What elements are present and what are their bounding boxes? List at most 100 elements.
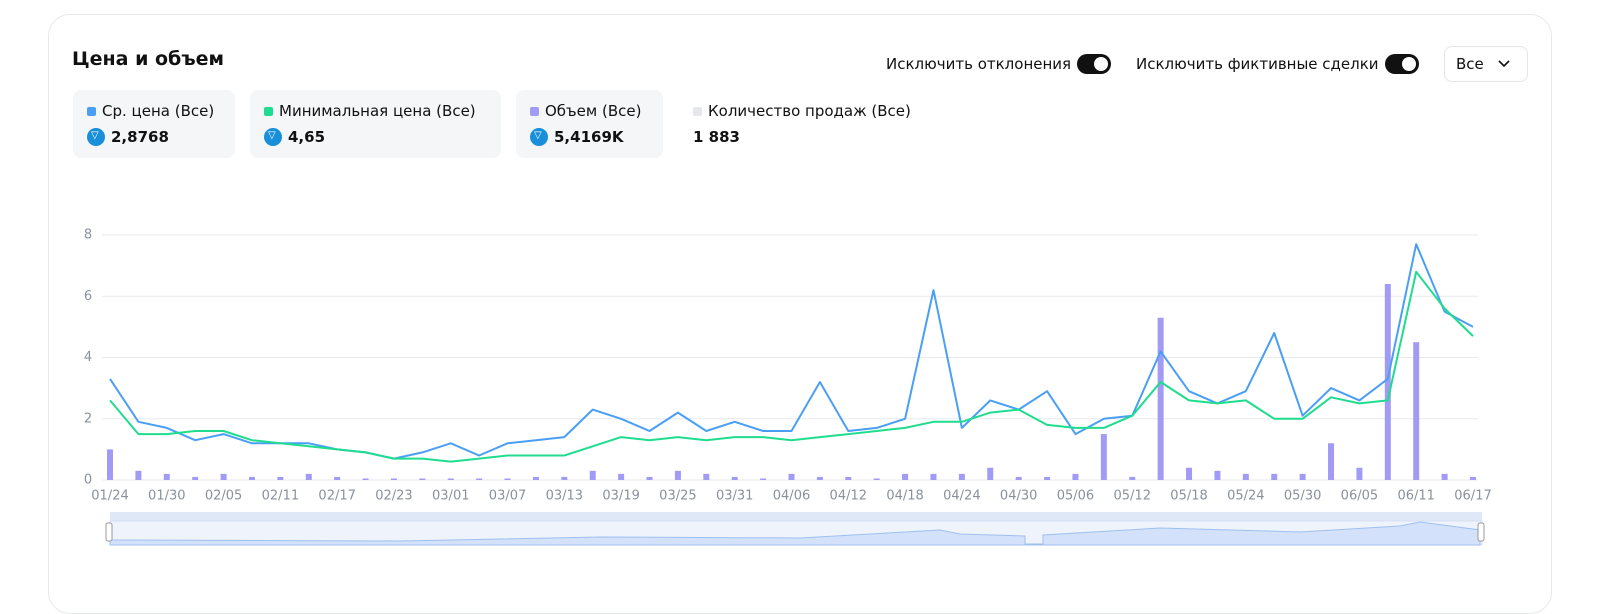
coin-icon: [530, 128, 548, 146]
x-tick-label: 06/17: [1454, 489, 1491, 504]
volume-bar: [1044, 476, 1051, 480]
summary-value: 2,8768: [111, 128, 169, 146]
summary-value: 5,4169K: [554, 128, 624, 146]
volume-bar: [305, 473, 312, 480]
volume-bar: [788, 473, 795, 480]
x-tick-label: 02/05: [205, 489, 242, 504]
x-tick-label: 06/11: [1397, 489, 1434, 504]
volume-bar: [390, 478, 397, 480]
dropdown-value: Все: [1456, 55, 1484, 73]
page: {"header":{"title":"Цена и объем"}, "con…: [0, 0, 1597, 593]
volume-bar: [476, 478, 483, 480]
x-tick-label: 04/24: [943, 489, 980, 504]
legend-swatch: [264, 106, 273, 116]
volume-bar: [760, 478, 767, 480]
x-tick-label: 05/30: [1284, 489, 1321, 504]
volume-bar: [1441, 473, 1448, 480]
switch[interactable]: [1384, 54, 1419, 74]
navigator-handle[interactable]: [105, 522, 113, 542]
x-tick-label: 03/07: [489, 489, 526, 504]
toggle-label: Исключить фиктивные сделки: [1136, 55, 1379, 73]
volume-bar: [646, 476, 653, 480]
y-tick-label: 4: [84, 350, 92, 365]
volume-bar: [1072, 473, 1079, 480]
volume-bar: [1015, 476, 1022, 480]
volume-bar: [1186, 467, 1193, 480]
price-line: [109, 243, 1474, 460]
x-tick-label: 04/30: [1000, 489, 1037, 504]
dropdown[interactable]: Все: [1444, 46, 1528, 82]
legend-swatch: [530, 106, 539, 116]
volume-bar: [447, 478, 454, 480]
summary-value: 1 883: [693, 128, 740, 146]
coin-icon: [87, 128, 105, 146]
volume-bar: [248, 476, 255, 480]
x-tick-label: 03/13: [546, 489, 583, 504]
legend-label: Количество продаж (Все): [708, 102, 911, 120]
volume-bar: [163, 473, 170, 480]
title: Цена и объем: [72, 48, 225, 70]
volume-bar: [731, 476, 738, 480]
x-tick-label: 01/30: [148, 489, 185, 504]
volume-bar: [334, 476, 341, 480]
summary-chip: Количество продаж (Все) 1 883: [679, 90, 929, 158]
legend-label: Объем (Все): [545, 102, 642, 120]
y-tick-label: 6: [84, 289, 92, 304]
x-tick-label: 04/06: [773, 489, 810, 504]
volume-bar: [1413, 342, 1420, 480]
volume-bar: [504, 478, 511, 480]
summary-chip: Минимальная цена (Все) 4,65: [250, 90, 501, 158]
volume-bar: [1242, 473, 1249, 480]
volume-bar: [816, 476, 823, 480]
x-tick-label: 02/17: [318, 489, 355, 504]
volume-bar: [419, 478, 426, 480]
y-tick-label: 2: [84, 411, 92, 426]
volume-bar: [958, 473, 965, 480]
x-tick-label: 05/24: [1227, 489, 1264, 504]
x-tick-label: 03/01: [432, 489, 469, 504]
x-tick-label: 02/23: [375, 489, 412, 504]
volume-bar: [845, 476, 852, 480]
legend-label: Ср. цена (Все): [102, 102, 215, 120]
toggle-label: Исключить отклонения: [886, 55, 1072, 73]
x-tick-label: 04/18: [886, 489, 923, 504]
x-tick-label: 01/24: [91, 489, 128, 504]
volume-bar: [618, 473, 625, 480]
volume-bar: [987, 467, 994, 480]
legend-swatch: [693, 106, 702, 116]
volume-bar: [1384, 284, 1391, 480]
volume-bar: [1299, 473, 1306, 480]
x-tick-label: 03/25: [659, 489, 696, 504]
x-tick-label: 05/18: [1170, 489, 1207, 504]
volume-bar: [362, 478, 369, 480]
volume-bar: [589, 470, 596, 480]
volume-bar: [192, 476, 199, 480]
legend-swatch: [87, 106, 96, 116]
volume-bar: [1470, 476, 1476, 480]
volume-bar: [1129, 476, 1136, 480]
x-tick-label: 04/12: [830, 489, 867, 504]
volume-bar: [873, 478, 880, 480]
x-tick-label: 03/19: [602, 489, 639, 504]
volume-bar: [703, 473, 710, 480]
x-tick-label: 03/31: [716, 489, 753, 504]
volume-bar: [902, 473, 909, 480]
navigator-handle[interactable]: [1477, 522, 1485, 542]
switch[interactable]: [1077, 54, 1112, 74]
volume-bar: [1271, 473, 1278, 480]
toggle[interactable]: Исключить отклонения: [886, 54, 1112, 74]
volume-bar: [220, 473, 227, 480]
price-line: [109, 270, 1474, 463]
toggle[interactable]: Исключить фиктивные сделки: [1136, 54, 1419, 74]
volume-bar: [930, 473, 937, 480]
volume-bar: [674, 470, 681, 480]
legend-label: Минимальная цена (Все): [279, 102, 476, 120]
summary-chip: Ср. цена (Все) 2,8768: [73, 90, 235, 158]
x-tick-label: 05/06: [1057, 489, 1094, 504]
chart: 0 2 4 6 8 01/24 01/30 02/05 02/11 02/17 02/23 03/01…: [84, 228, 1492, 546]
volume-bar: [561, 476, 568, 480]
slider-handle-bar[interactable]: [110, 512, 1482, 521]
volume-bar: [1356, 467, 1363, 480]
x-tick-label: 05/12: [1114, 489, 1151, 504]
volume-bar: [277, 476, 284, 480]
